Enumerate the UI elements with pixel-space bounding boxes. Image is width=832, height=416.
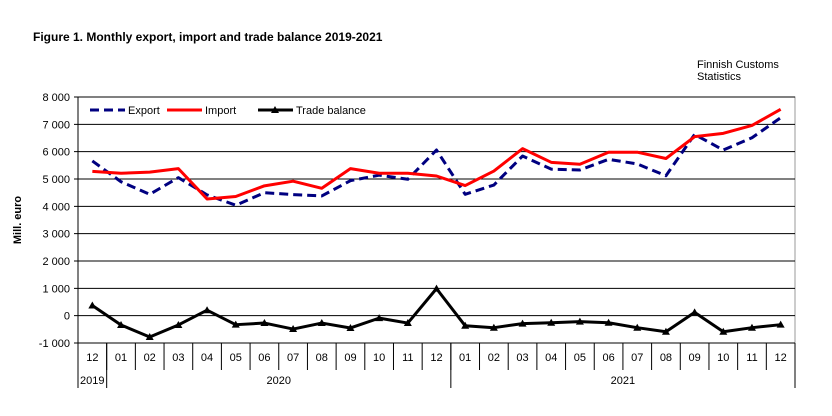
series-line-export <box>91 116 782 207</box>
x-tick-label: 05 <box>230 352 242 364</box>
source-line-2: Statistics <box>697 71 742 83</box>
data-point-trade-balance <box>174 320 183 328</box>
x-tick-label: 12 <box>86 352 98 364</box>
x-tick-label: 06 <box>258 352 270 364</box>
data-point-trade-balance <box>88 301 97 309</box>
data-point-trade-balance <box>489 323 498 331</box>
x-tick-label: 12 <box>775 352 787 364</box>
data-point-trade-balance <box>145 332 154 340</box>
x-tick-label: 09 <box>688 352 700 364</box>
data-point-trade-balance <box>203 306 212 314</box>
data-point-trade-balance <box>547 318 556 326</box>
year-label: 2020 <box>267 375 291 387</box>
data-point-trade-balance <box>575 317 584 325</box>
x-tick-label: 10 <box>717 352 729 364</box>
x-tick-label: 08 <box>316 352 328 364</box>
data-point-trade-balance <box>231 320 240 328</box>
y-tick-label: 1 000 <box>42 283 70 295</box>
data-point-trade-balance <box>461 321 470 329</box>
x-tick-label: 06 <box>602 352 614 364</box>
x-tick-label: 09 <box>344 352 356 364</box>
y-tick-label: 6 000 <box>42 147 70 159</box>
source-line-1: Finnish Customs <box>697 59 779 71</box>
plot-area <box>77 96 796 344</box>
data-point-trade-balance <box>661 327 670 335</box>
x-tick-label: 02 <box>144 352 156 364</box>
y-tick-label: 7 000 <box>42 119 70 131</box>
data-point-trade-balance <box>346 323 355 331</box>
legend-label: Trade balance <box>296 105 366 117</box>
data-point-trade-balance <box>518 319 527 327</box>
chart-title: Figure 1. Monthly export, import and tra… <box>33 30 383 44</box>
data-point-trade-balance <box>375 314 384 322</box>
data-point-trade-balance <box>690 308 699 316</box>
series-line-trade-balance <box>91 287 781 339</box>
x-tick-label: 07 <box>287 352 299 364</box>
x-tick-label: 11 <box>746 352 757 364</box>
data-point-trade-balance <box>719 327 728 335</box>
data-point-trade-balance <box>747 323 756 331</box>
series-line-import <box>92 107 782 201</box>
x-tick-label: 11 <box>402 352 413 364</box>
x-tick-label: 08 <box>660 352 672 364</box>
data-point-trade-balance <box>776 320 785 328</box>
x-tick-label: 03 <box>172 352 184 364</box>
y-axis-label: Mill. euro <box>12 196 24 245</box>
y-tick-label: 8 000 <box>42 92 70 104</box>
x-tick-label: 10 <box>373 352 385 364</box>
legend-label: Export <box>128 105 160 117</box>
y-tick-label: 0 <box>64 311 70 323</box>
year-label: 2019 <box>80 375 104 387</box>
data-point-trade-balance <box>432 284 441 292</box>
y-tick-label: 3 000 <box>42 229 70 241</box>
legend-marker-icon <box>271 106 279 113</box>
data-point-trade-balance <box>633 323 642 331</box>
x-tick-label: 05 <box>574 352 586 364</box>
x-tick-label: 04 <box>545 352 557 364</box>
data-point-trade-balance <box>403 319 412 327</box>
source-note: Finnish Customs Statistics <box>697 59 807 83</box>
x-tick-label: 03 <box>516 352 528 364</box>
year-label: 2021 <box>611 375 635 387</box>
x-tick-label: 02 <box>488 352 500 364</box>
y-tick-label: 4 000 <box>42 201 70 213</box>
y-tick-label: 5 000 <box>42 174 70 186</box>
x-tick-label: 01 <box>459 352 471 364</box>
data-point-trade-balance <box>604 318 613 326</box>
y-tick-label: -1 000 <box>39 338 70 350</box>
x-tick-label: 12 <box>430 352 442 364</box>
x-tick-label: 04 <box>201 352 213 364</box>
legend-label: Import <box>205 105 236 117</box>
data-point-trade-balance <box>317 319 326 327</box>
data-point-trade-balance <box>260 319 269 327</box>
data-point-trade-balance <box>289 325 298 333</box>
y-tick-label: 2 000 <box>42 256 70 268</box>
x-tick-label: 07 <box>631 352 643 364</box>
x-tick-label: 01 <box>115 352 127 364</box>
data-point-trade-balance <box>117 320 126 328</box>
